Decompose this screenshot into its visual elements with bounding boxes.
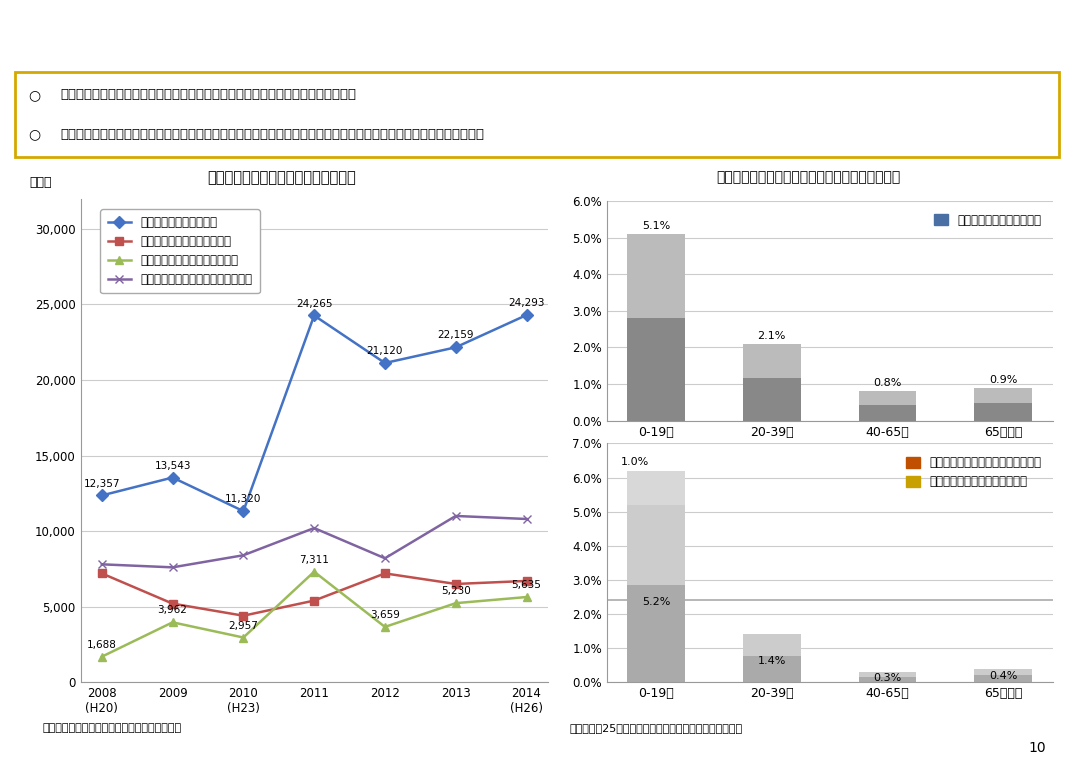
在宅中心静脈栄養法指導管理料 bbox=[449, 599, 462, 608]
Text: 3,962: 3,962 bbox=[158, 606, 188, 615]
在宅人工呼吸指導管理料 bbox=[166, 473, 179, 482]
Bar bbox=[743, 344, 801, 378]
Text: 1,688: 1,688 bbox=[87, 640, 117, 650]
Legend: 在宅人工呼吸指導管理料, 在宅気管切開患者指導管理料, 在宅中心静脈栄養法指導管理料, 在宅成分栄養経管栄養法指導管理料: 在宅人工呼吸指導管理料, 在宅気管切開患者指導管理料, 在宅中心静脈栄養法指導管… bbox=[101, 209, 260, 293]
在宅成分栄養経管栄養法指導管理料 bbox=[520, 515, 533, 524]
在宅人工呼吸指導管理料 bbox=[449, 343, 462, 352]
在宅気管切開患者指導管理料 bbox=[166, 599, 179, 608]
Bar bbox=[974, 388, 1032, 402]
在宅成分栄養経管栄養法指導管理料 bbox=[449, 512, 462, 521]
Text: 出典：社会医療診療行為別調査（厚生労働省）: 出典：社会医療診療行為別調査（厚生労働省） bbox=[43, 723, 183, 734]
Bar bbox=[858, 405, 916, 421]
Bar bbox=[743, 656, 801, 682]
Text: 5,230: 5,230 bbox=[440, 586, 470, 597]
在宅成分栄養経管栄養法指導管理料 bbox=[237, 551, 250, 560]
Text: 21,120: 21,120 bbox=[366, 346, 403, 356]
在宅人工呼吸指導管理料 bbox=[378, 359, 391, 368]
Text: 2.1%: 2.1% bbox=[757, 330, 786, 341]
Text: ○: ○ bbox=[29, 127, 41, 141]
Text: 1.0%: 1.0% bbox=[621, 457, 650, 467]
Legend: 在宅人工呼吸器指導管理料: 在宅人工呼吸器指導管理料 bbox=[930, 209, 1047, 231]
Text: 5.1%: 5.1% bbox=[642, 221, 670, 231]
Text: 10: 10 bbox=[1029, 741, 1046, 755]
在宅中心静脈栄養法指導管理料 bbox=[307, 567, 320, 576]
Text: ○: ○ bbox=[29, 88, 41, 102]
Text: 出典：平成25年社会医療診療行為別調査（厚生労働省）: 出典：平成25年社会医療診療行為別調査（厚生労働省） bbox=[569, 723, 742, 734]
Text: 12,357: 12,357 bbox=[84, 478, 120, 488]
Line: 在宅気管切開患者指導管理料: 在宅気管切開患者指導管理料 bbox=[98, 569, 531, 620]
Bar bbox=[627, 318, 685, 421]
Text: 年齢階級別でみると、特に小児について、在宅人工呼吸、経管栄養など特別な処置が必要な患者の占める割合が高い。: 年齢階級別でみると、特に小児について、在宅人工呼吸、経管栄養など特別な処置が必要… bbox=[60, 127, 484, 141]
Text: 0.4%: 0.4% bbox=[989, 671, 1017, 681]
Text: 0.3%: 0.3% bbox=[873, 672, 902, 683]
Text: 5.2%: 5.2% bbox=[642, 597, 670, 607]
Text: 0.9%: 0.9% bbox=[989, 374, 1017, 385]
在宅気管切開患者指導管理料 bbox=[378, 568, 391, 578]
Line: 在宅中心静脈栄養法指導管理料: 在宅中心静脈栄養法指導管理料 bbox=[98, 568, 531, 661]
在宅成分栄養経管栄養法指導管理料 bbox=[166, 562, 179, 572]
Text: 在宅医療患者に対する医療処置の状況: 在宅医療患者に対する医療処置の状況 bbox=[207, 170, 357, 185]
Bar bbox=[974, 669, 1032, 675]
在宅中心静脈栄養法指導管理料 bbox=[96, 652, 108, 661]
Text: 24,293: 24,293 bbox=[508, 298, 545, 308]
Line: 在宅成分栄養経管栄養法指導管理料: 在宅成分栄養経管栄養法指導管理料 bbox=[98, 512, 531, 572]
Text: 2,957: 2,957 bbox=[229, 621, 258, 631]
Text: 7,311: 7,311 bbox=[300, 555, 329, 565]
Text: 22,159: 22,159 bbox=[437, 330, 474, 340]
Bar bbox=[974, 402, 1032, 421]
在宅気管切開患者指導管理料 bbox=[237, 611, 250, 620]
在宅中心静脈栄養法指導管理料 bbox=[378, 622, 391, 631]
Bar bbox=[627, 505, 685, 584]
Text: 5,635: 5,635 bbox=[511, 580, 541, 590]
Text: 人工呼吸器や中心静脈栄養など特別な処置が必要な在宅医療患者は、徐々に増加。: 人工呼吸器や中心静脈栄養など特別な処置が必要な在宅医療患者は、徐々に増加。 bbox=[60, 88, 357, 102]
Bar bbox=[627, 471, 685, 505]
FancyBboxPatch shape bbox=[15, 71, 1059, 158]
Bar bbox=[743, 378, 801, 421]
在宅中心静脈栄養法指導管理料 bbox=[237, 633, 250, 642]
Bar bbox=[743, 634, 801, 656]
Text: 24,265: 24,265 bbox=[296, 299, 332, 309]
Text: 11,320: 11,320 bbox=[226, 494, 262, 504]
在宅気管切開患者指導管理料 bbox=[520, 576, 533, 585]
Bar bbox=[627, 234, 685, 318]
Bar bbox=[974, 675, 1032, 682]
Text: （件）: （件） bbox=[29, 176, 52, 189]
Bar bbox=[858, 677, 916, 682]
Bar bbox=[627, 584, 685, 682]
Line: 在宅人工呼吸指導管理料: 在宅人工呼吸指導管理料 bbox=[98, 311, 531, 515]
在宅人工呼吸指導管理料 bbox=[520, 311, 533, 320]
Bar bbox=[858, 672, 916, 677]
在宅中心静脈栄養法指導管理料 bbox=[520, 593, 533, 602]
Bar bbox=[858, 391, 916, 405]
在宅成分栄養経管栄養法指導管理料 bbox=[96, 559, 108, 568]
Text: 在宅患者に対する医療処置の状況（年齢階級別）: 在宅患者に対する医療処置の状況（年齢階級別） bbox=[716, 171, 900, 184]
在宅人工呼吸指導管理料 bbox=[96, 491, 108, 500]
在宅人工呼吸指導管理料 bbox=[237, 506, 250, 515]
Text: 3,659: 3,659 bbox=[371, 610, 400, 620]
Text: 0.8%: 0.8% bbox=[873, 378, 902, 388]
在宅成分栄養経管栄養法指導管理料 bbox=[378, 554, 391, 563]
在宅中心静脈栄養法指導管理料 bbox=[166, 618, 179, 627]
Text: 1.4%: 1.4% bbox=[757, 656, 786, 666]
在宅気管切開患者指導管理料 bbox=[307, 596, 320, 605]
Legend: 在宅成分栄養経管栄養法指導管理料, 在宅小児経管栄養法指導管理料: 在宅成分栄養経管栄養法指導管理料, 在宅小児経管栄養法指導管理料 bbox=[901, 452, 1047, 493]
在宅気管切開患者指導管理料 bbox=[449, 579, 462, 588]
Text: 13,543: 13,543 bbox=[155, 461, 191, 471]
在宅成分栄養経管栄養法指導管理料 bbox=[307, 524, 320, 533]
在宅人工呼吸指導管理料 bbox=[307, 311, 320, 320]
在宅気管切開患者指導管理料 bbox=[96, 568, 108, 578]
Text: 在宅で行われる医療処置の動向: 在宅で行われる医療処置の動向 bbox=[438, 19, 636, 43]
